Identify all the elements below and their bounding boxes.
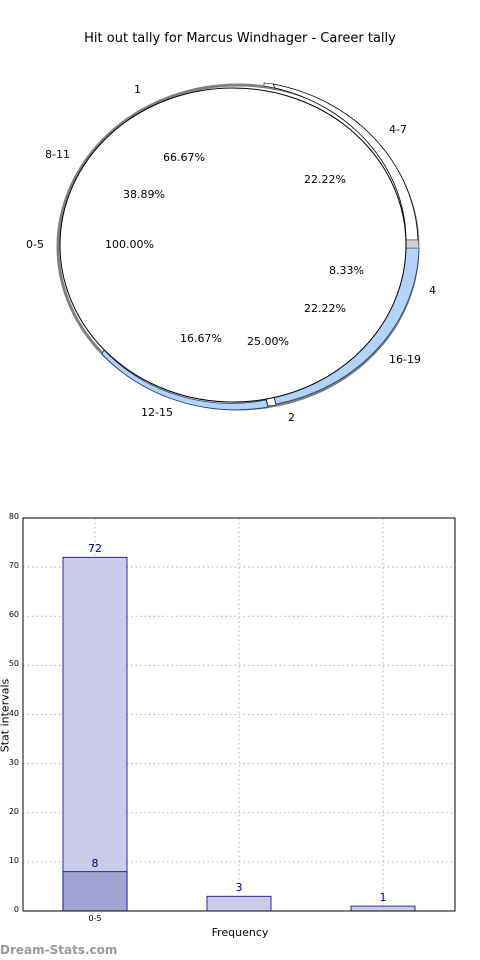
pie-slice-light-blue-bottom [101, 349, 269, 411]
pie-main [59, 87, 407, 403]
bar-data-label: 1 [379, 891, 387, 905]
bar-data-label: 8 [91, 856, 99, 870]
pie-inner-label: 16.67% [180, 332, 222, 345]
bar-data-label: 3 [235, 881, 243, 895]
bar-marks [62, 556, 416, 912]
y-tick-label: 20 [8, 806, 19, 816]
pie-outer-label: 12-15 [141, 406, 173, 419]
y-tick-label: 40 [8, 708, 19, 718]
pie-inner-label: 8.33% [329, 264, 364, 277]
y-tick-label: 10 [8, 855, 19, 865]
pie-outer-label: 4-7 [389, 123, 407, 136]
bar-plot-frame [22, 517, 456, 912]
pie-outer-label: 16-19 [389, 353, 421, 366]
pie-outer-label: 4 [429, 284, 436, 297]
pie-outer-label: 1 [134, 83, 141, 96]
bar-data-label: 72 [88, 542, 102, 556]
pie-chart-title: Hit out tally for Marcus Windhager - Car… [84, 31, 396, 46]
watermark: Dream-Stats.com [0, 943, 118, 957]
pie-outer-label: 2 [288, 411, 295, 424]
pie-slice-notch-top [263, 82, 276, 89]
bar-y-axis-label: Stat intervals [0, 678, 12, 753]
pie-inner-label: 25.00% [247, 335, 289, 348]
y-tick-label: 70 [8, 561, 19, 571]
pie-inner-label: 22.22% [304, 173, 346, 186]
pie-inner-label: 38.89% [123, 188, 165, 201]
y-tick-label: 60 [8, 610, 19, 620]
bar [62, 871, 128, 912]
pie-chart [56, 82, 420, 411]
y-tick-label: 0 [13, 905, 19, 914]
pie-outer-label: 0-5 [26, 238, 44, 251]
bar [62, 556, 128, 912]
y-tick-label: 80 [8, 512, 19, 521]
y-tick-label: 50 [8, 659, 19, 669]
x-tick-label: 0-5 [88, 914, 102, 923]
pie-inner-label: 22.22% [304, 302, 346, 315]
pie-inner-label: 100.00% [105, 238, 154, 251]
pie-inner-label: 66.67% [163, 151, 205, 164]
bar [350, 905, 416, 912]
bar-x-axis-label: Frequency [211, 926, 269, 939]
y-tick-label: 30 [8, 757, 19, 767]
pie-outer-label: 8-11 [45, 148, 70, 161]
bar [206, 895, 272, 912]
